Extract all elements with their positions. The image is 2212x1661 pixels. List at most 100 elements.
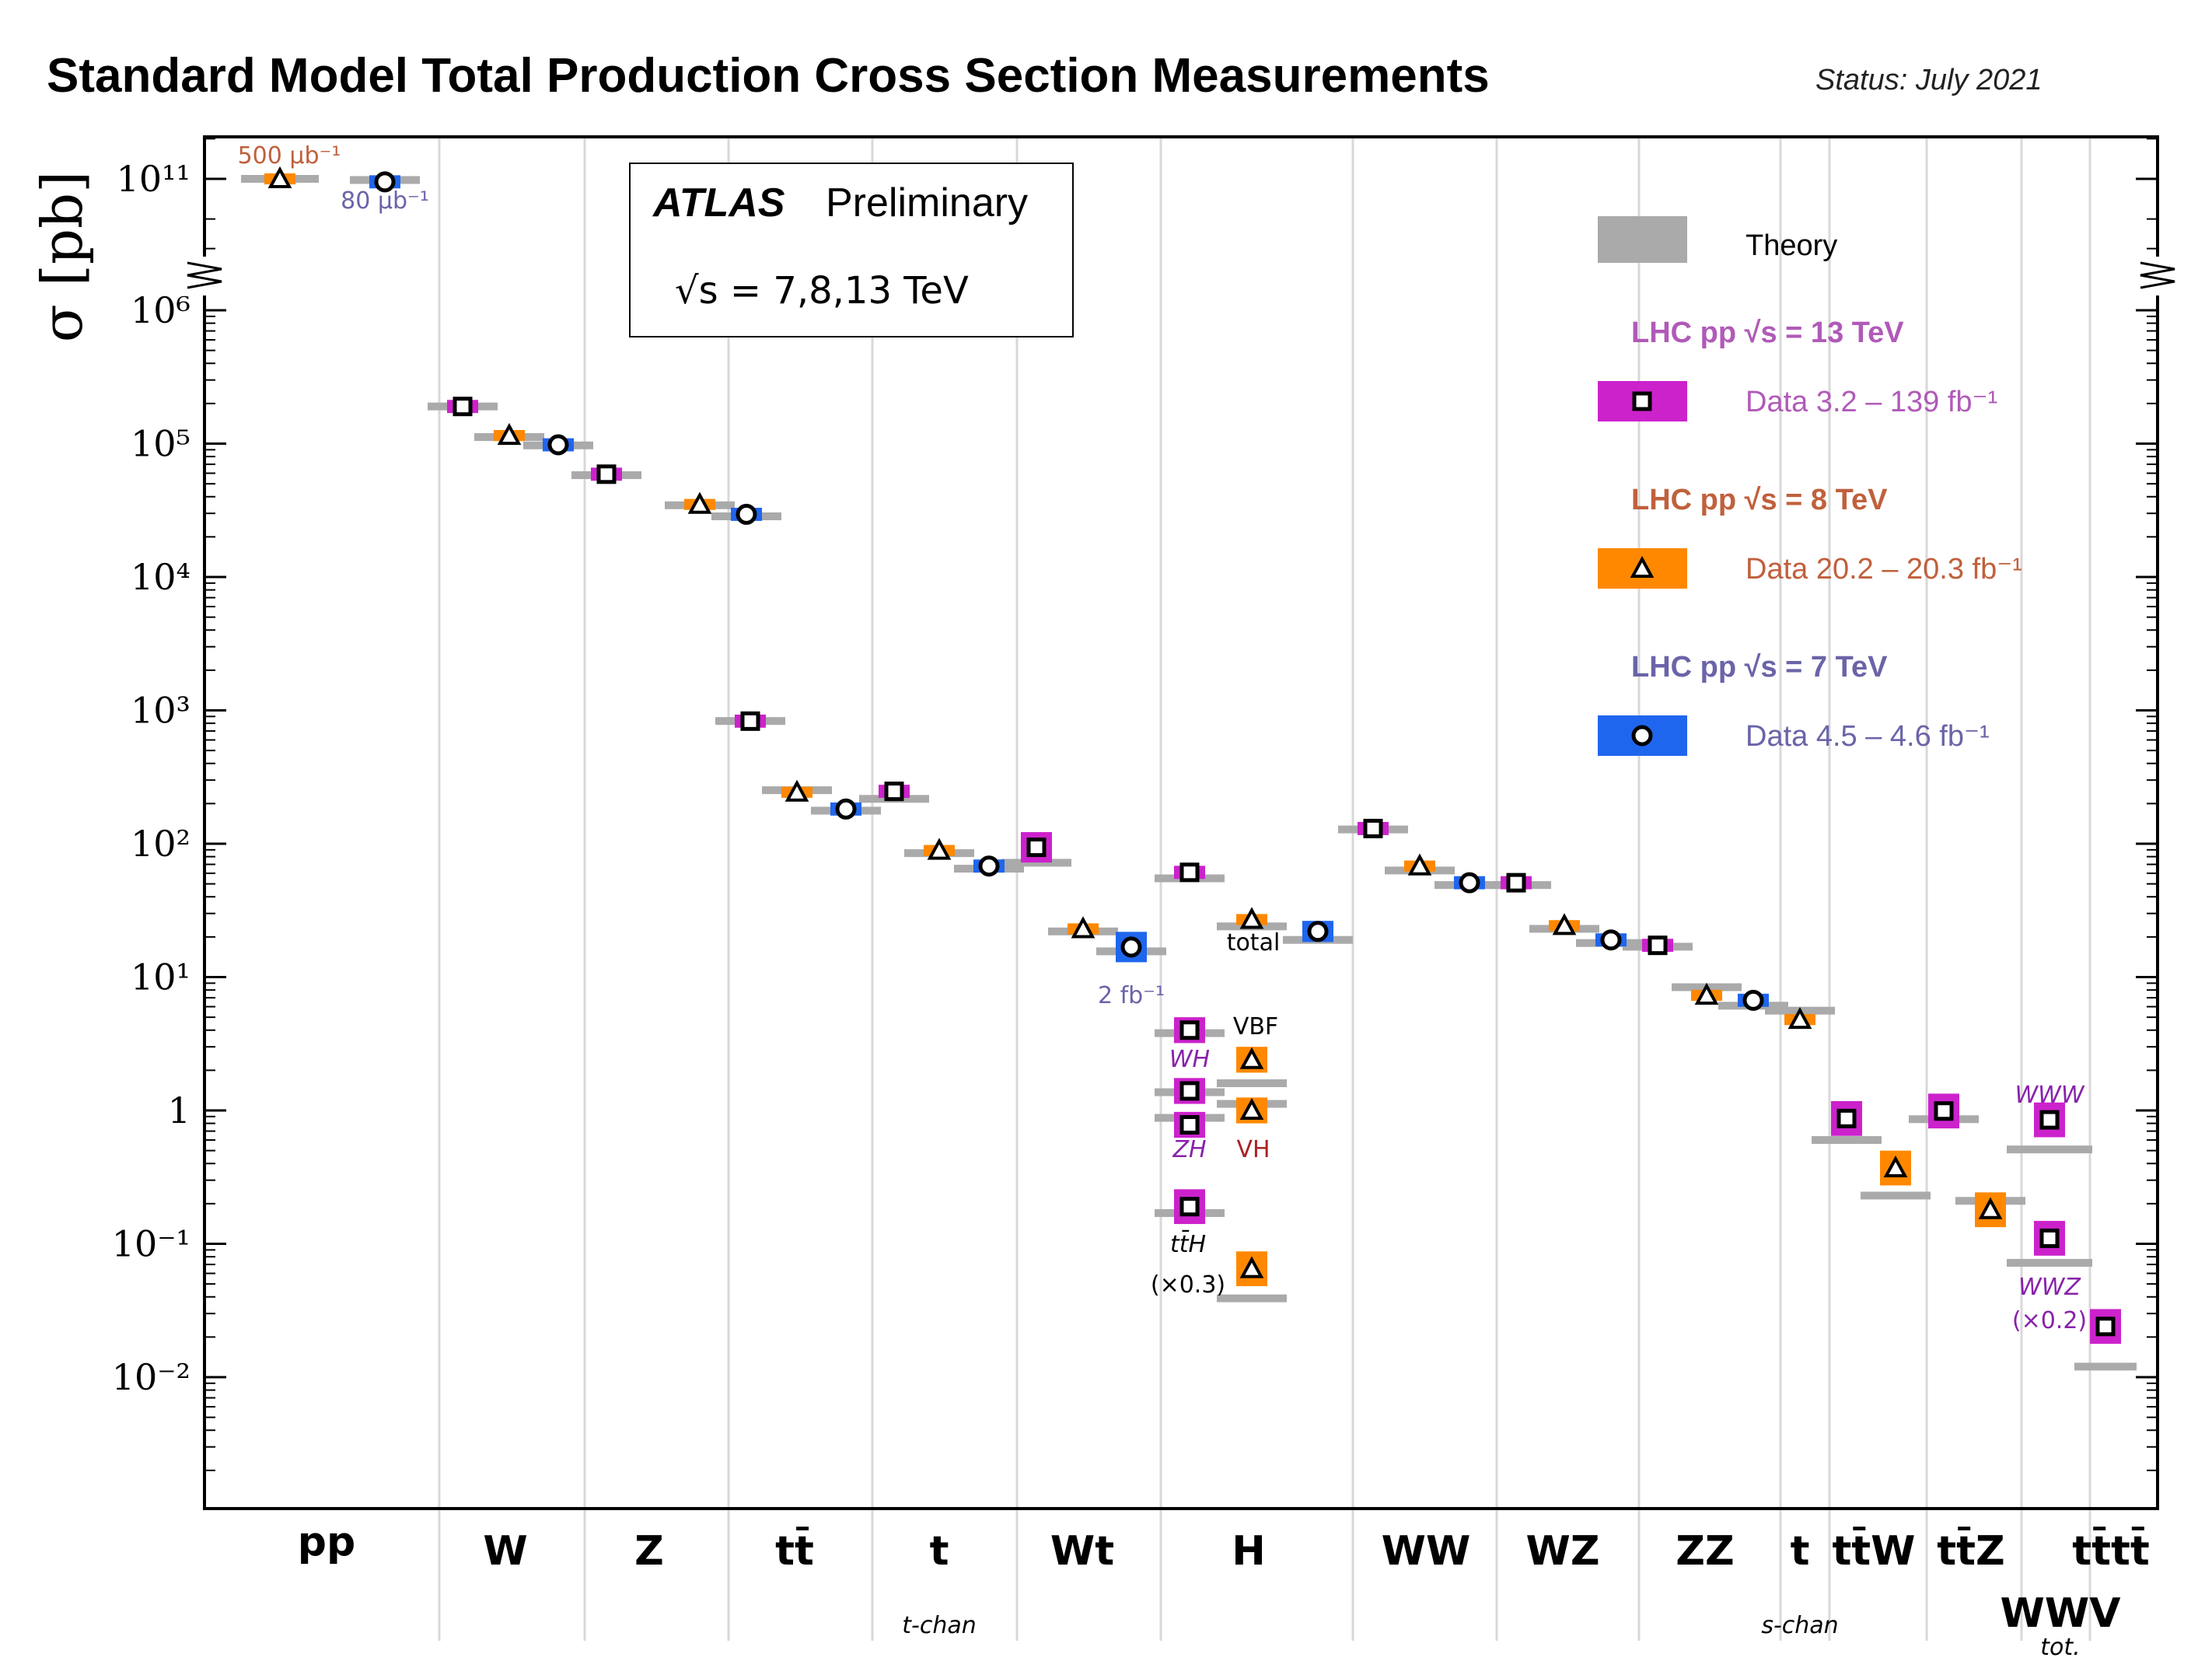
marker-circle <box>736 503 757 525</box>
category-sublabel: s-chan <box>1761 1612 1838 1639</box>
category-label: W <box>483 1528 527 1575</box>
legend-group-head: LHC pp √s = 8 TeV <box>1631 484 1888 516</box>
annotation-wwz-scale: (×0.2) <box>2012 1307 2087 1334</box>
marker-square <box>884 782 904 802</box>
marker-triangle <box>1787 1006 1812 1030</box>
legend: Theory LHC pp √s = 13 TeV Data 3.2 – 139 … <box>1598 216 2022 756</box>
annotation-pp-7: 80 μb⁻¹ <box>341 187 429 215</box>
legend-group-head: LHC pp √s = 7 TeV <box>1631 651 1888 684</box>
legend-theory-label: Theory <box>1745 229 1837 262</box>
annotation-h-tth: tt̄H <box>1170 1230 1206 1258</box>
axis-labels: 10¹¹ 10⁶ 10⁵ 10⁴ 10³ 10² 10¹ 1 10⁻¹ 10⁻² σ [pb] pp W… <box>30 158 2150 1661</box>
marker-square <box>2095 1317 2116 1337</box>
marker-square <box>1934 1101 1954 1121</box>
marker-square <box>1026 837 1047 858</box>
y-axis-label: σ [pb] <box>30 171 95 342</box>
marker-square <box>1179 1197 1200 1217</box>
category-label: Wt <box>1050 1528 1114 1575</box>
annotation-h-vbf: VBF <box>1233 1013 1278 1040</box>
category-label: pp <box>298 1519 355 1565</box>
category-label: t <box>930 1528 949 1575</box>
atlas-experiment: ATLAS <box>652 180 785 226</box>
marker-square <box>1179 1081 1200 1101</box>
category-separators <box>438 137 2091 1641</box>
marker-square <box>1506 872 1526 893</box>
marker-triangle <box>1239 907 1264 929</box>
marker-square <box>1179 862 1200 883</box>
annotation-pp-8: 500 μb⁻¹ <box>238 142 341 170</box>
marker-square <box>740 711 760 731</box>
category-label: Z <box>634 1528 664 1575</box>
legend-theory-swatch <box>1598 216 1687 263</box>
category-sublabel: tot. <box>2040 1634 2080 1661</box>
category-label: tt̄W <box>1832 1526 1915 1575</box>
annotations: 500 μb⁻¹80 μb⁻¹ 2 fb⁻¹ total VBF WH ZH VH tt̄H (… <box>238 142 2088 1334</box>
marker-triangle <box>267 166 292 188</box>
marker-triangle <box>1694 982 1719 1005</box>
marker-triangle <box>1978 1197 2003 1219</box>
legend-data-label: Data 20.2 – 20.3 fb⁻¹ <box>1745 553 2022 586</box>
marker-square <box>453 397 473 417</box>
atlas-energy: √s = 7,8,13 TeV <box>675 269 969 313</box>
y-tick-label: 10³ <box>131 690 190 732</box>
marker-triangle <box>1239 1256 1264 1278</box>
category-sublabel: t-chan <box>902 1612 977 1639</box>
y-tick-label: 10⁻¹ <box>112 1223 190 1265</box>
marker-circle <box>1742 989 1764 1011</box>
y-tick-label: 10⁻² <box>112 1356 190 1398</box>
annotation-wt-7: 2 fb⁻¹ <box>1098 982 1165 1009</box>
legend-marker-square <box>1632 391 1652 411</box>
marker-triangle <box>1071 916 1096 939</box>
marker-square <box>2039 1228 2060 1248</box>
annotation-h-wh: WH <box>1169 1046 1210 1073</box>
category-label: WWV <box>2001 1590 2121 1637</box>
category-label: ZZ <box>1676 1528 1734 1575</box>
legend-marker-circle <box>1631 725 1653 747</box>
category-label: tt̄ <box>775 1526 814 1575</box>
marker-triangle <box>1883 1155 1908 1178</box>
y-tick-label: 10¹¹ <box>117 158 190 200</box>
marker-square <box>596 464 617 484</box>
category-label: WW <box>1382 1528 1471 1575</box>
y-tick-label: 10¹ <box>131 956 190 998</box>
marker-circle <box>547 434 569 456</box>
plot-frame <box>203 135 2159 1510</box>
legend-data-label: Data 3.2 – 139 fb⁻¹ <box>1745 386 1997 418</box>
y-tick-label: 10⁶ <box>131 289 190 331</box>
marker-circle <box>1120 936 1142 958</box>
marker-square <box>1179 1020 1200 1040</box>
marker-square <box>1179 1115 1200 1135</box>
marker-triangle <box>1239 1047 1264 1069</box>
chart-title: Standard Model Total Production Cross Se… <box>47 49 1490 103</box>
marker-triangle <box>497 422 522 446</box>
legend-group-head: LHC pp √s = 13 TeV <box>1631 316 1904 349</box>
marker-square <box>2039 1110 2060 1130</box>
marker-square <box>1363 818 1383 838</box>
category-label: WZ <box>1525 1528 1599 1575</box>
theory-band <box>1217 1079 1287 1087</box>
marker-square <box>1648 935 1668 956</box>
atlas-box: ATLAS Preliminary √s = 7,8,13 TeV <box>629 163 1074 337</box>
annotation-h-vh: VH <box>1236 1136 1270 1163</box>
marker-circle <box>978 855 1000 877</box>
marker-triangle <box>687 491 712 514</box>
marker-circle <box>374 171 396 193</box>
theory-band <box>1812 1136 1882 1145</box>
theory-band <box>2007 1145 2092 1154</box>
marker-circle <box>1307 921 1329 942</box>
marker-square <box>1836 1108 1857 1128</box>
category-label: tt̄Z <box>1937 1526 2004 1575</box>
theory-band <box>1217 1294 1287 1303</box>
data-points <box>264 166 2121 1345</box>
y-tick-label: 10⁴ <box>131 556 190 598</box>
y-tick-label: 1 <box>168 1089 190 1131</box>
axes <box>187 135 2175 1510</box>
theory-band <box>1861 1191 1931 1200</box>
annotation-www: WWW <box>2015 1082 2085 1109</box>
y-tick-label: 10⁵ <box>131 423 190 465</box>
axis-break-mark <box>187 261 222 289</box>
marker-circle <box>835 798 857 820</box>
annotation-wwz: WWZ <box>2018 1274 2081 1301</box>
atlas-label: Preliminary <box>826 180 1028 226</box>
